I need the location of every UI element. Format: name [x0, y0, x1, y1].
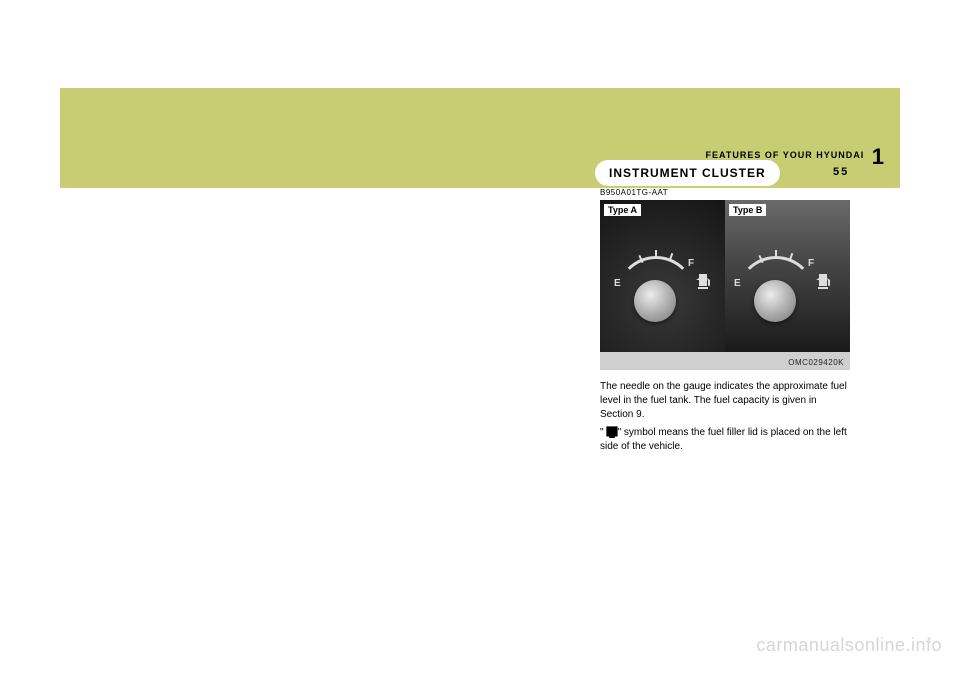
gauge-e-label-b: E: [734, 278, 741, 289]
sub-reference-code: B950A01TG-AAT: [600, 188, 668, 197]
gauge-knob-b: [754, 280, 796, 322]
features-label: FEATURES OF YOUR HYUNDAI: [706, 150, 865, 160]
gauge-figure: Type A Type B E F E F OMC029420K: [600, 200, 850, 370]
watermark: carmanualsonline.info: [756, 635, 942, 656]
type-a-tag: Type A: [604, 204, 641, 216]
paragraph-1: The needle on the gauge indicates the ap…: [600, 380, 852, 422]
gauge-e-label-a: E: [614, 278, 621, 289]
fuel-door-side-icon: [604, 426, 618, 438]
gauge-tick-a1: [655, 250, 657, 258]
fuel-pump-icon-a: [696, 272, 714, 290]
gauge-knob-a: [634, 280, 676, 322]
paragraph-2: "" symbol means the fuel filler lid is p…: [600, 426, 852, 454]
chapter-number: 1: [872, 144, 885, 169]
fuel-pump-icon-b: [816, 272, 834, 290]
type-b-tag: Type B: [729, 204, 766, 216]
section-title-pill: INSTRUMENT CLUSTER: [595, 160, 780, 186]
gauge-f-label-a: F: [688, 258, 694, 269]
para2-after: " symbol means the fuel filler lid is pl…: [600, 427, 847, 452]
figure-footer: OMC029420K: [600, 352, 850, 370]
gauge-f-label-b: F: [808, 258, 814, 269]
gauge-tick-b1: [775, 250, 777, 258]
body-text: The needle on the gauge indicates the ap…: [600, 380, 852, 458]
para2-before: ": [600, 427, 604, 438]
figure-code: OMC029420K: [788, 358, 844, 367]
page-number: 55: [833, 166, 849, 178]
